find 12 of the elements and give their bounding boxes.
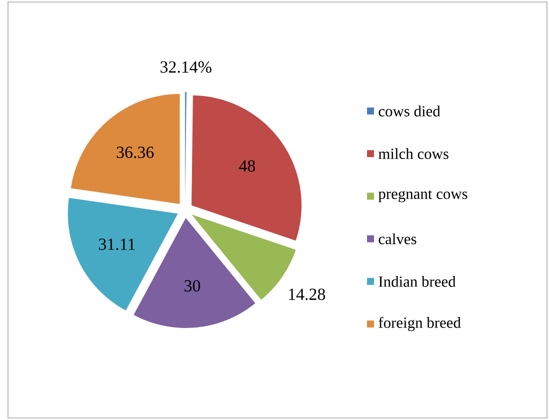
data-label: 48 (239, 160, 256, 172)
legend-label: foreign breed (378, 316, 461, 332)
data-label: 30 (184, 280, 200, 292)
data-label: 31.11 (99, 238, 135, 250)
legend-label: cows died (378, 106, 440, 116)
data-label: 32.14% (160, 61, 212, 73)
data-label: 36.36 (116, 146, 154, 158)
legend-label: milch cows (378, 148, 448, 160)
legend-label: Indian breed (378, 276, 456, 287)
data-label: 14.28 (289, 288, 326, 300)
legend-label: pregnant cows (378, 190, 468, 202)
legend-label: calves (378, 233, 416, 244)
